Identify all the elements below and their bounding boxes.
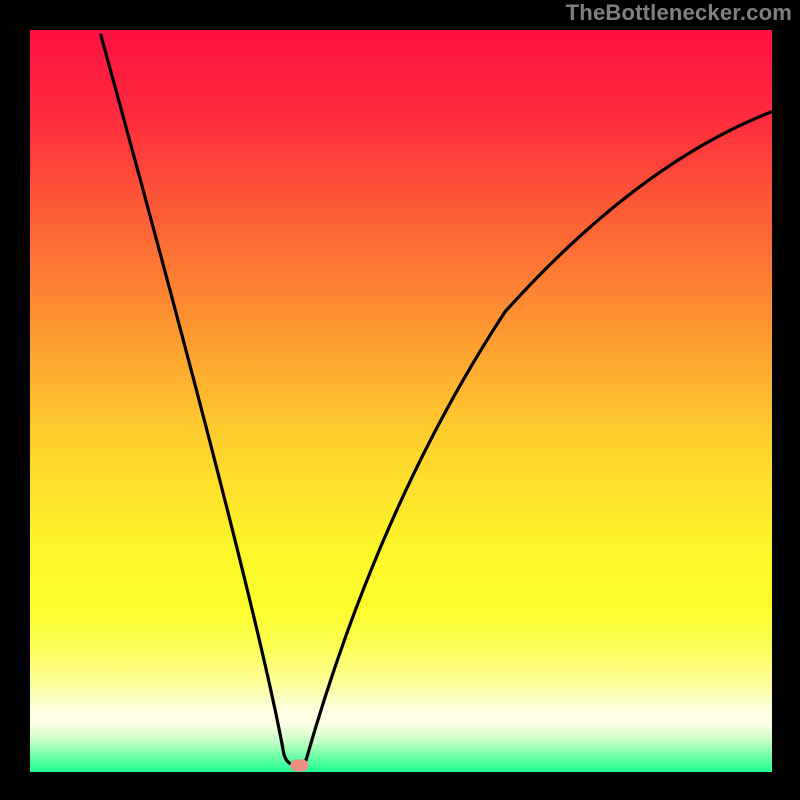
watermark-text: TheBottlenecker.com	[566, 0, 792, 26]
chart-background	[30, 30, 772, 772]
bottleneck-chart	[0, 0, 800, 800]
current-point-marker	[290, 759, 308, 771]
